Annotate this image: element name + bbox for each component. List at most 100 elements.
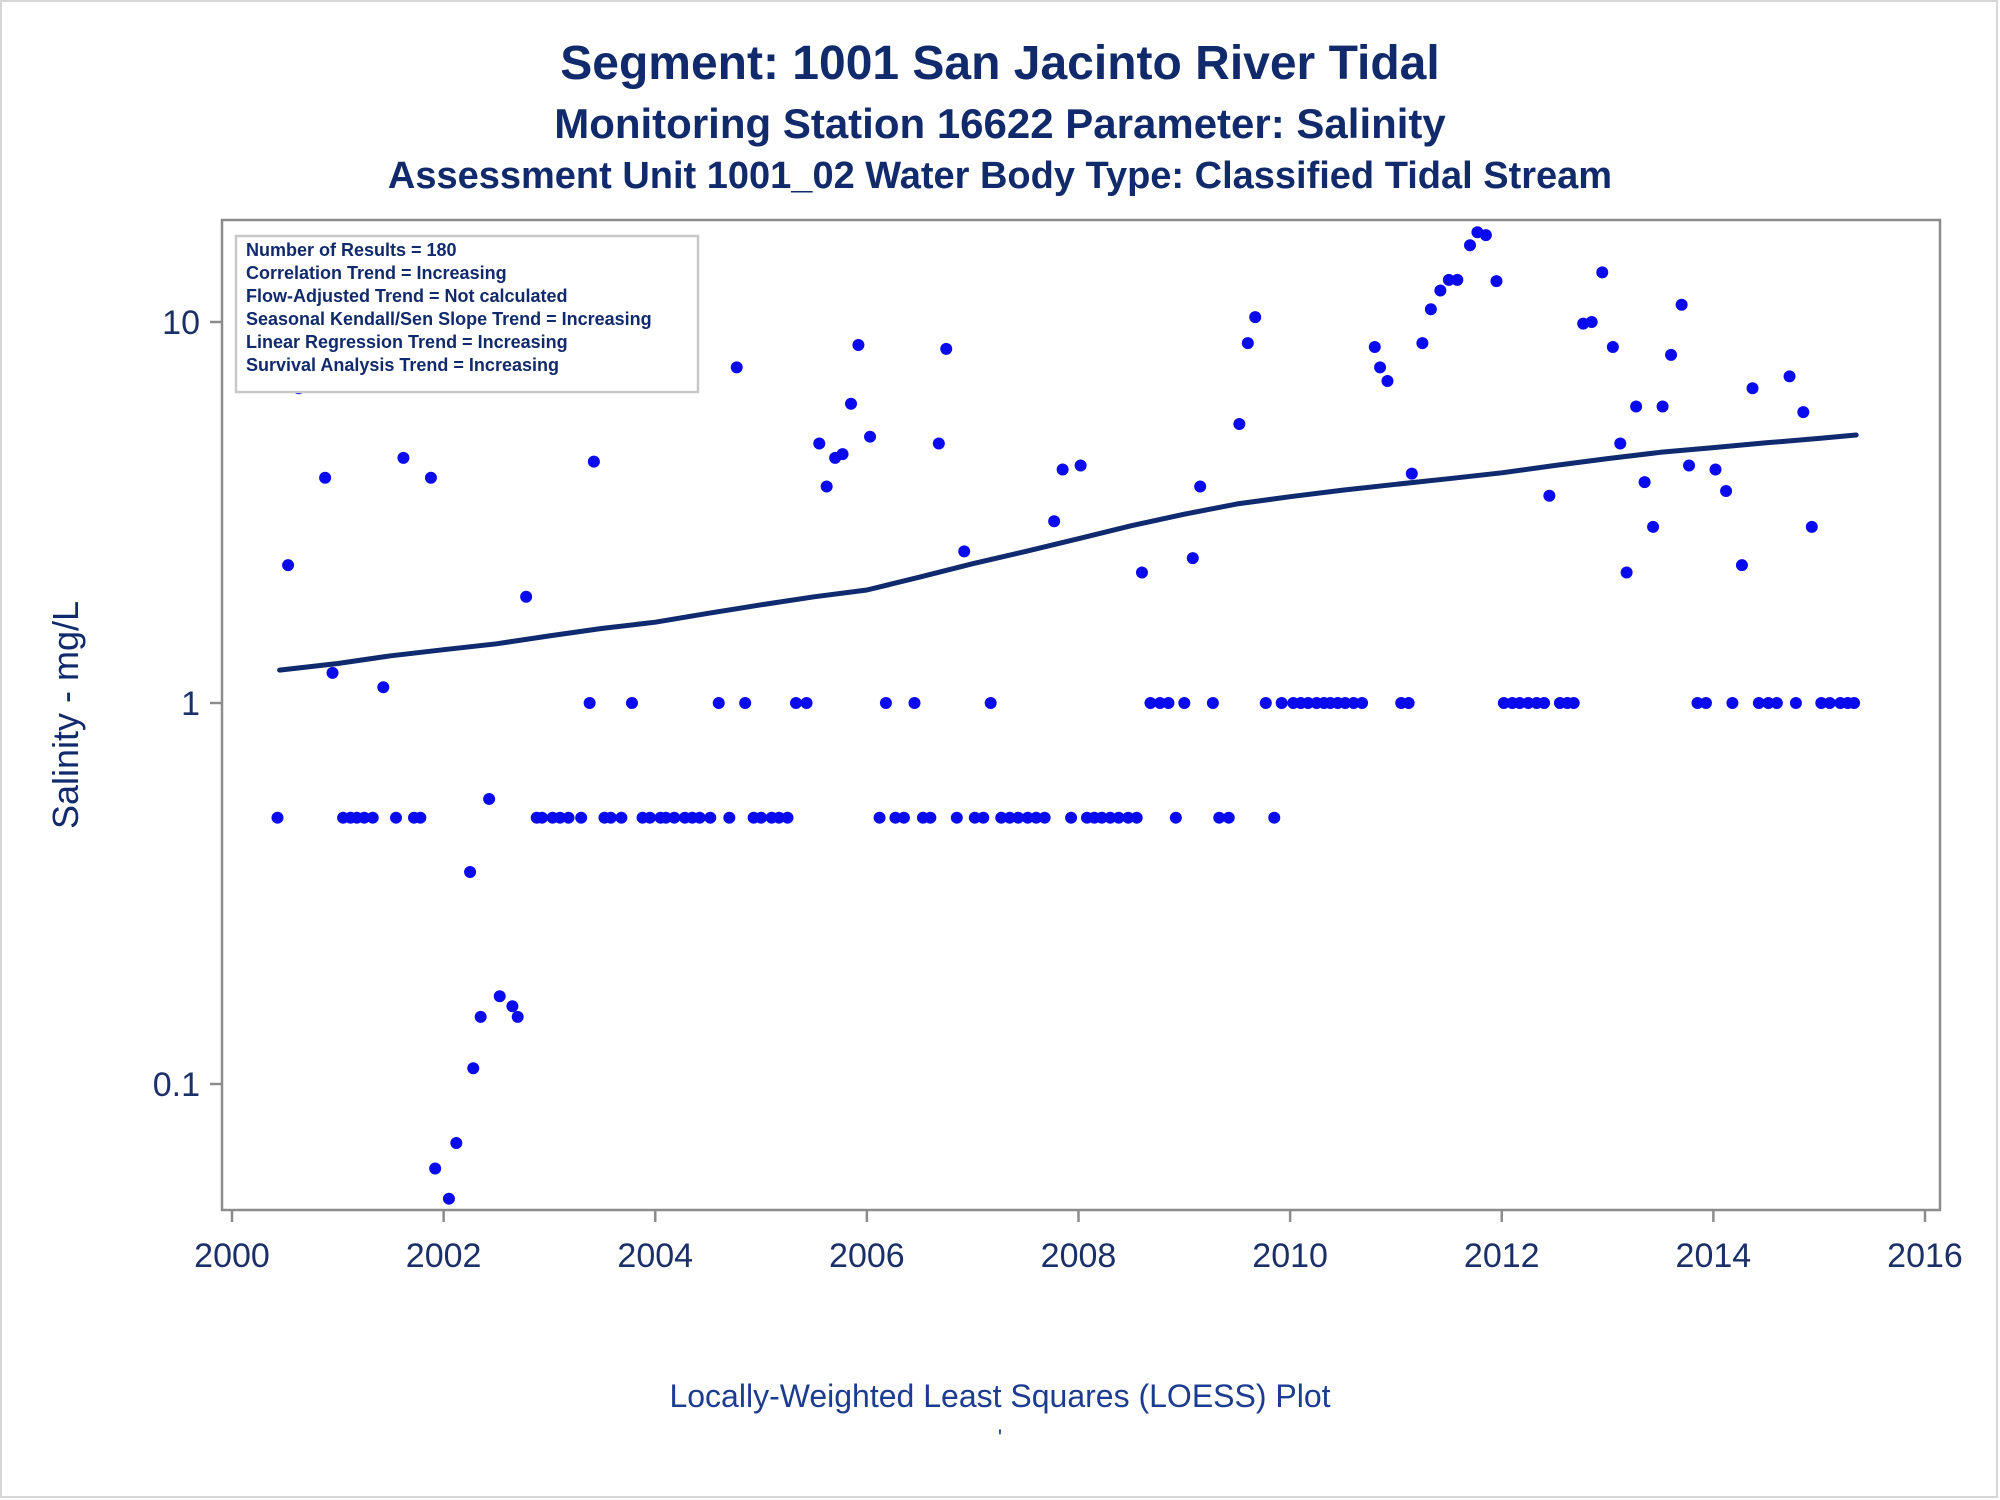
data-point bbox=[958, 545, 971, 558]
stats-line: Flow-Adjusted Trend = Not calculated bbox=[246, 286, 568, 306]
stats-line: Number of Results = 180 bbox=[246, 240, 457, 260]
stats-line: Correlation Trend = Increasing bbox=[246, 263, 507, 283]
stats-line: Seasonal Kendall/Sen Slope Trend = Incre… bbox=[246, 309, 652, 329]
data-point bbox=[424, 471, 437, 484]
data-point bbox=[1259, 697, 1272, 709]
x-tick-label: 2004 bbox=[617, 1237, 693, 1275]
data-point bbox=[1683, 459, 1696, 472]
data-point bbox=[704, 811, 717, 824]
data-point bbox=[1451, 273, 1464, 286]
data-point bbox=[889, 811, 902, 824]
data-point bbox=[1186, 552, 1199, 565]
data-point bbox=[520, 590, 533, 603]
data-point bbox=[1206, 697, 1219, 709]
data-point bbox=[1522, 697, 1535, 709]
data-point bbox=[1381, 375, 1394, 388]
data-point bbox=[1735, 559, 1748, 572]
data-point bbox=[1770, 697, 1783, 709]
data-point bbox=[659, 811, 672, 824]
data-point bbox=[789, 697, 802, 709]
data-point bbox=[1233, 417, 1246, 430]
data-point bbox=[873, 811, 886, 824]
data-point bbox=[575, 811, 588, 824]
data-point bbox=[1620, 566, 1633, 579]
data-point bbox=[995, 811, 1008, 824]
data-point bbox=[1638, 476, 1651, 489]
data-point bbox=[319, 471, 332, 484]
data-point bbox=[615, 811, 628, 824]
data-point bbox=[1596, 266, 1609, 279]
data-point bbox=[1003, 811, 1016, 824]
data-point bbox=[1153, 697, 1166, 709]
x-axis: 2000 2002 2004 2006 2008 2010 2012 2014 2016 bbox=[194, 1210, 1963, 1275]
data-point bbox=[723, 811, 736, 824]
data-point bbox=[932, 437, 945, 450]
x-tick-label: 2016 bbox=[1887, 1237, 1963, 1275]
data-point bbox=[755, 811, 768, 824]
y-axis-title: Salinity - mg/L bbox=[45, 601, 86, 829]
data-point bbox=[1567, 697, 1580, 709]
data-point bbox=[1056, 463, 1069, 476]
data-point bbox=[1656, 400, 1669, 413]
data-point bbox=[1709, 463, 1722, 476]
chart-title: Segment: 1001 San Jacinto River Tidal bbox=[560, 37, 1440, 90]
plot-area bbox=[220, 218, 1942, 1212]
data-point bbox=[1012, 811, 1025, 824]
data-point bbox=[643, 811, 656, 824]
data-point bbox=[1424, 303, 1437, 316]
data-point bbox=[897, 811, 910, 824]
data-point bbox=[377, 681, 390, 694]
data-point bbox=[506, 1000, 519, 1013]
data-point bbox=[1030, 811, 1043, 824]
data-point bbox=[813, 437, 826, 450]
data-point bbox=[864, 430, 877, 443]
data-point bbox=[450, 1137, 463, 1150]
data-point bbox=[820, 480, 833, 493]
data-point bbox=[554, 811, 567, 824]
stats-line: Linear Regression Trend = Increasing bbox=[246, 332, 568, 352]
data-point bbox=[358, 811, 371, 824]
data-point bbox=[1848, 697, 1861, 709]
data-point bbox=[1368, 340, 1381, 353]
data-point bbox=[1130, 811, 1143, 824]
data-point bbox=[924, 811, 937, 824]
data-point bbox=[1762, 697, 1775, 709]
data-point bbox=[1442, 273, 1455, 286]
data-point bbox=[583, 697, 596, 709]
data-point bbox=[483, 792, 496, 805]
data-point bbox=[1783, 370, 1796, 383]
data-point bbox=[1464, 239, 1477, 252]
y-tick-label: 0.1 bbox=[153, 1066, 200, 1104]
x-tick-label: 2000 bbox=[194, 1237, 270, 1275]
data-point bbox=[908, 697, 921, 709]
data-point bbox=[1746, 382, 1759, 395]
data-point bbox=[1169, 811, 1182, 824]
data-point bbox=[1405, 467, 1418, 480]
data-point bbox=[1347, 697, 1360, 709]
data-point bbox=[536, 811, 549, 824]
data-point bbox=[1302, 697, 1315, 709]
data-point bbox=[836, 448, 849, 461]
data-point bbox=[1797, 406, 1810, 419]
data-point bbox=[730, 361, 743, 374]
data-point bbox=[1416, 337, 1429, 350]
data-point bbox=[1213, 811, 1226, 824]
data-point bbox=[397, 451, 410, 464]
data-point bbox=[1647, 520, 1660, 533]
data-point bbox=[1339, 697, 1352, 709]
data-point bbox=[442, 1192, 455, 1205]
data-point bbox=[1104, 811, 1117, 824]
y-axis: 0.1 1 10 bbox=[153, 304, 222, 1104]
y-tick-label: 1 bbox=[181, 685, 200, 723]
data-point bbox=[1222, 811, 1235, 824]
data-point bbox=[1691, 697, 1704, 709]
data-point bbox=[879, 697, 892, 709]
data-point bbox=[1122, 811, 1135, 824]
data-point bbox=[773, 811, 786, 824]
x-tick-label: 2008 bbox=[1041, 1237, 1117, 1275]
y-tick-label: 10 bbox=[162, 304, 200, 342]
data-point bbox=[1675, 298, 1688, 311]
x-tick-label: 2002 bbox=[406, 1237, 482, 1275]
data-points bbox=[271, 226, 1861, 1205]
data-point bbox=[474, 1010, 487, 1023]
